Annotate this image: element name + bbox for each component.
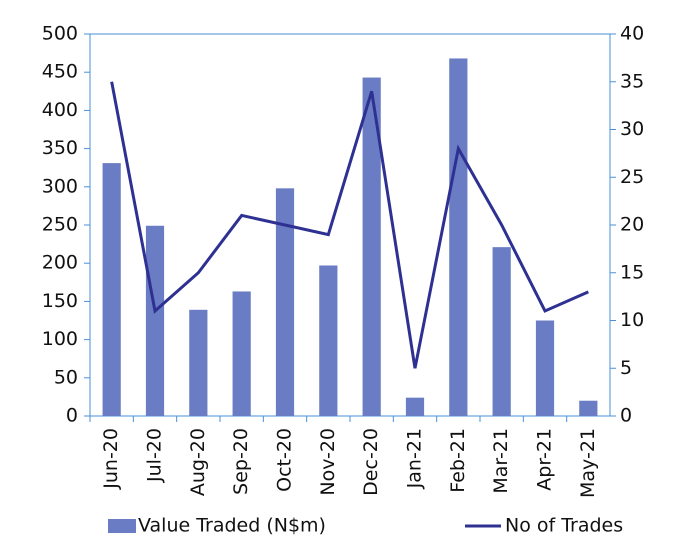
legend-swatch <box>108 519 136 533</box>
y-tick-label: 50 <box>54 366 78 388</box>
x-tick-label: Sep-20 <box>230 428 252 495</box>
y2-tick-label: 10 <box>620 309 644 331</box>
line <box>110 81 589 369</box>
y-tick-label: 0 <box>66 405 78 427</box>
bar <box>362 77 381 416</box>
legend-label: No of Trades <box>505 515 623 537</box>
x-tick-label: Aug-20 <box>187 428 209 496</box>
x-tick-label: Nov-20 <box>317 428 339 496</box>
y-tick-label: 500 <box>42 23 78 45</box>
y-tick-label: 350 <box>42 137 78 159</box>
x-tick-label: Dec-20 <box>360 428 382 496</box>
x-tick-label: Apr-21 <box>534 428 556 491</box>
bar <box>579 400 598 416</box>
x-tick-label: Feb-21 <box>447 428 469 493</box>
y2-tick-label: 20 <box>620 214 644 236</box>
x-tick-label: Mar-21 <box>490 428 512 494</box>
x-tick-label: Oct-20 <box>274 428 296 492</box>
bar <box>102 163 121 416</box>
y2-tick-label: 25 <box>620 166 644 188</box>
y2-tick-label: 35 <box>620 70 644 92</box>
y-tick-label: 300 <box>42 175 78 197</box>
y-tick-label: 450 <box>42 61 78 83</box>
bar <box>535 320 555 416</box>
bar <box>492 247 511 416</box>
y-tick-label: 400 <box>42 99 78 121</box>
y2-tick-label: 40 <box>620 23 644 45</box>
bar <box>275 188 295 416</box>
y2-tick-label: 0 <box>620 405 632 427</box>
y-tick-label: 100 <box>42 328 78 350</box>
y-tick-label: 200 <box>42 252 78 274</box>
y2-tick-label: 30 <box>620 118 644 140</box>
y-tick-label: 150 <box>42 290 78 312</box>
legend-label: Value Traded (N$m) <box>138 515 326 537</box>
y-tick-label: 250 <box>42 214 78 236</box>
y2-tick-label: 5 <box>620 357 632 379</box>
bar <box>405 397 425 416</box>
bar <box>145 225 165 416</box>
bar <box>319 265 338 416</box>
plot-frame <box>89 33 611 417</box>
x-tick-label: Jul-20 <box>144 428 166 483</box>
x-tick-label: May-21 <box>577 428 599 498</box>
x-tick-label: Jan-21 <box>404 428 426 489</box>
x-tick-label: Jun-20 <box>100 428 122 490</box>
bar <box>232 291 251 416</box>
bar <box>449 58 468 416</box>
bar <box>189 309 208 416</box>
y2-tick-label: 15 <box>620 261 644 283</box>
